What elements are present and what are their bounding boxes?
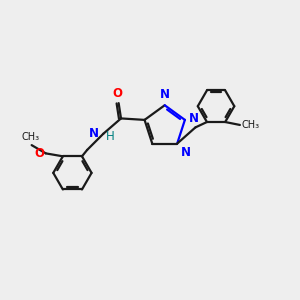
Text: N: N (160, 88, 170, 101)
Text: H: H (106, 130, 115, 143)
Text: N: N (181, 146, 191, 159)
Text: CH₃: CH₃ (241, 120, 259, 130)
Text: N: N (89, 127, 99, 140)
Text: O: O (112, 87, 122, 100)
Text: O: O (34, 147, 44, 160)
Text: N: N (189, 112, 199, 125)
Text: CH₃: CH₃ (22, 132, 40, 142)
